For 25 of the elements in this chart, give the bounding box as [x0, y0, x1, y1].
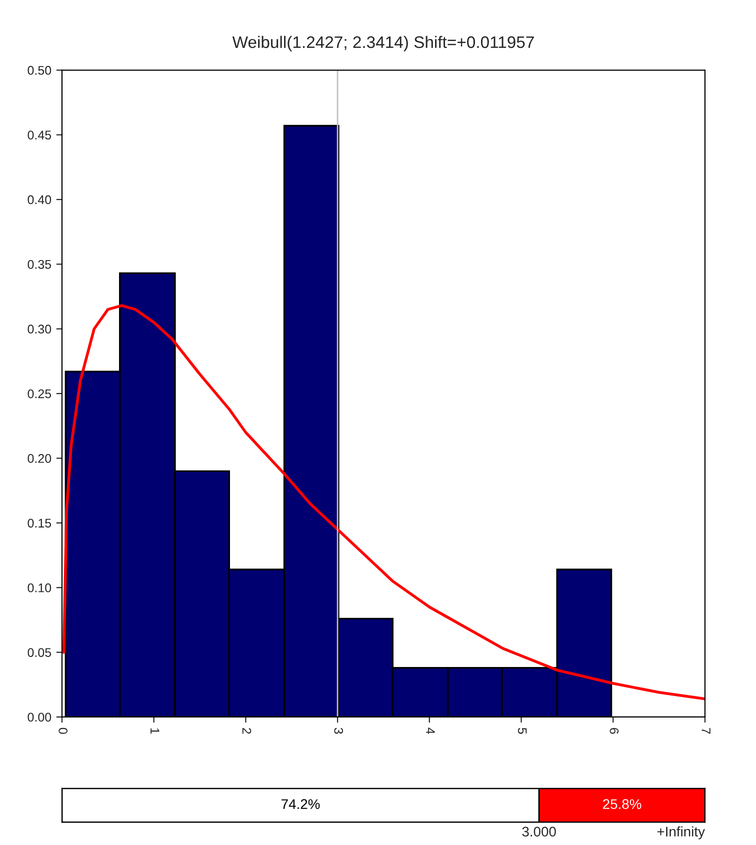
- x-tick-label: 0: [58, 728, 68, 734]
- y-tick-label: 0.20: [28, 454, 52, 463]
- y-tick-label: 0.50: [28, 66, 52, 75]
- data-label: 74.2%: [282, 799, 320, 809]
- y-tick-label: 0.00: [28, 712, 52, 722]
- x-tick-label: 1: [150, 728, 160, 734]
- text: 3.000: [522, 826, 556, 837]
- line-series: [62, 304, 705, 700]
- y-tick-label: 0.05: [28, 648, 52, 657]
- text: +Infinity: [657, 826, 705, 840]
- x-tick-label: 7: [702, 728, 710, 734]
- y-tick-label: 0.35: [28, 260, 52, 269]
- data-label: 25.8%: [603, 799, 642, 810]
- y-tick-label: 0.40: [28, 195, 52, 204]
- x-tick-label: 3: [334, 728, 344, 734]
- y-tick-label: 0.45: [28, 130, 52, 140]
- x-tick-label: 2: [242, 728, 252, 734]
- x-tick-label: 6: [610, 728, 619, 734]
- y-tick-label: 0.25: [28, 389, 52, 398]
- y-tick-label: 0.15: [28, 518, 52, 528]
- y-tick-label: 0.10: [28, 583, 52, 592]
- x-tick-label: 4: [426, 728, 435, 734]
- y-tick-label: 0.30: [28, 324, 52, 334]
- chart-title: Weibull(1.2427; 2.3414) Shift=+0.011957: [232, 36, 534, 52]
- x-tick-label: 5: [518, 728, 527, 734]
